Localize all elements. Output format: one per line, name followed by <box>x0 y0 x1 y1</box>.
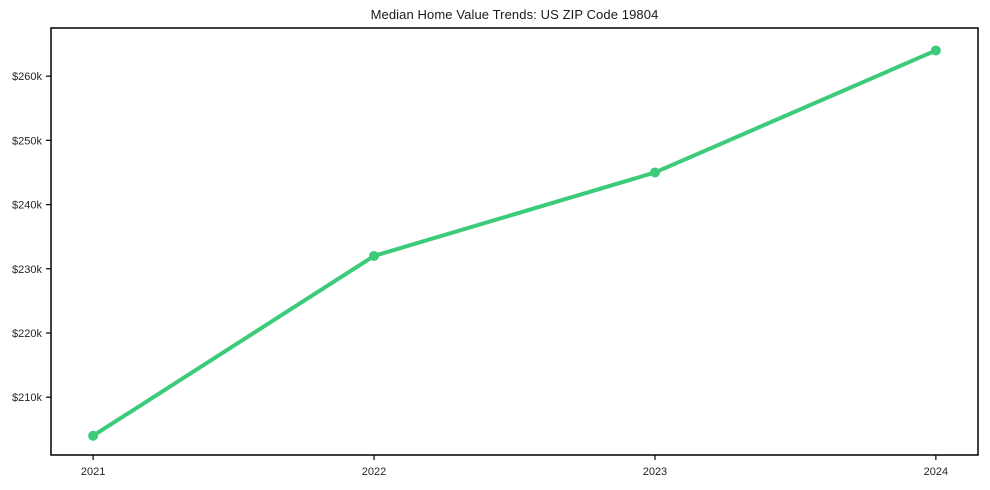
data-point-2024 <box>930 45 941 56</box>
chart-title: Median Home Value Trends: US ZIP Code 19… <box>370 7 659 22</box>
y-tick-label: $210k <box>12 392 42 404</box>
data-point-2022 <box>369 250 380 261</box>
y-tick-label: $240k <box>12 200 42 212</box>
y-tick-label: $250k <box>12 135 42 147</box>
x-tick-label: 2024 <box>924 466 948 478</box>
x-tick-label: 2023 <box>643 466 667 478</box>
y-tick-label: $220k <box>12 328 42 340</box>
data-point-2021 <box>88 430 99 441</box>
trend-line <box>91 48 938 438</box>
x-tick-label: 2021 <box>81 466 105 478</box>
x-tick-label: 2022 <box>362 466 386 478</box>
plot-frame <box>50 27 979 456</box>
y-tick-label: $230k <box>12 264 42 276</box>
y-tick-label: $260k <box>12 71 42 83</box>
data-point-2023 <box>649 167 660 178</box>
